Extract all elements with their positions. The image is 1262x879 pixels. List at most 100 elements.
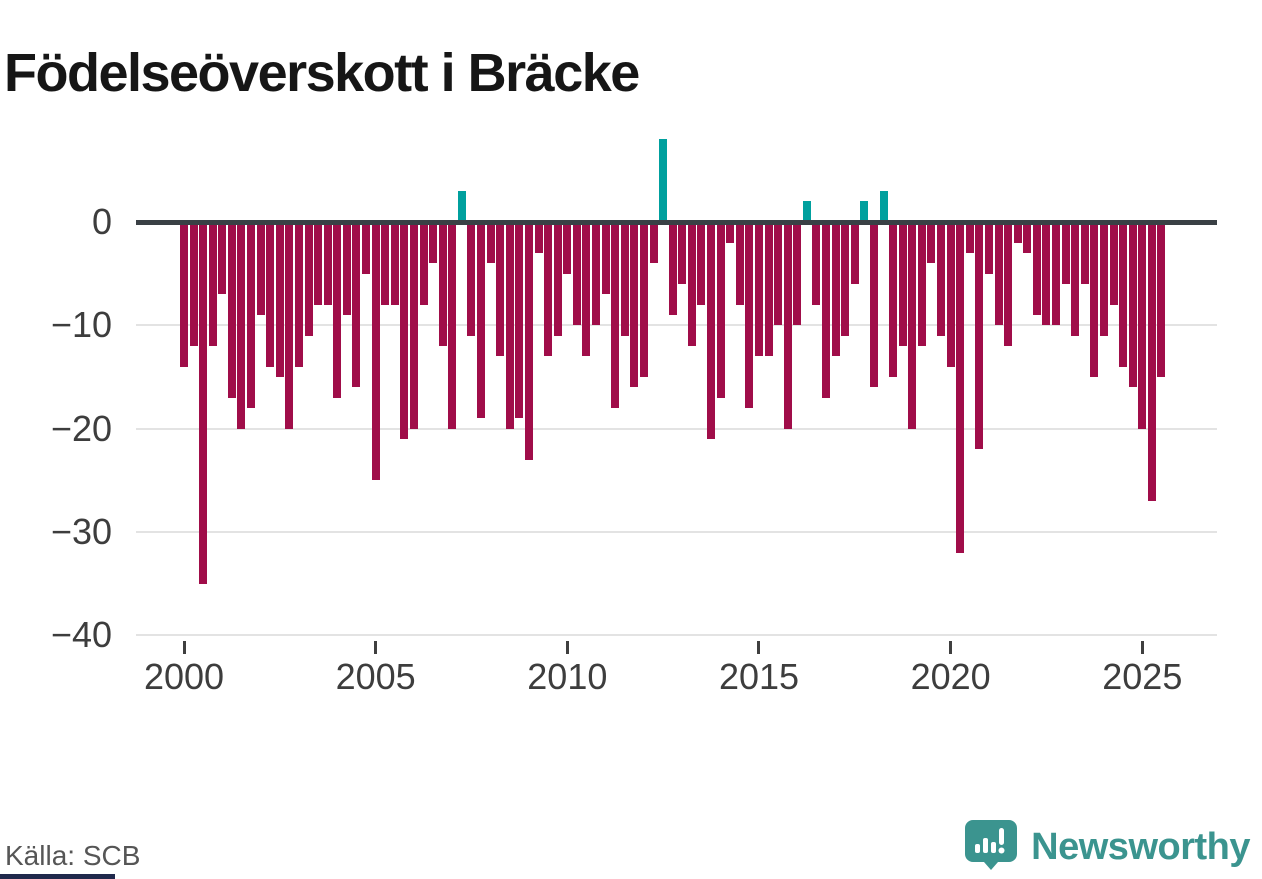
bar-2001-Q3 [237,222,246,429]
x-axis-label-2000: 2000 [143,656,225,697]
bar-2001-Q1 [218,222,227,295]
x-axis-tick-2005 [374,641,378,654]
bar-2025-Q1 [1138,222,1147,429]
x-axis-label-2015: 2015 [718,656,800,697]
x-axis-tick-2020 [949,641,953,654]
bar-2008-Q4 [515,222,524,419]
bar-2018-Q4 [898,222,907,346]
bar-2001-Q4 [247,222,256,408]
bar-2023-Q4 [1090,222,1099,377]
newsworthy-branding: Newsworthy [965,820,1250,875]
newsworthy-bubble-chart-icon [965,820,1018,875]
bar-2017-Q2 [841,222,850,336]
bar-2019-Q4 [937,222,946,336]
bar-2012-Q2 [649,222,658,264]
bar-2004-Q4 [362,222,371,274]
bar-2018-Q2 [879,191,888,222]
bar-2010-Q2 [572,222,581,326]
y-axis-label-0: 0 [91,201,112,242]
bar-2007-Q4 [477,222,486,419]
bar-2002-Q1 [256,222,265,315]
bar-2009-Q1 [524,222,533,460]
bar-2002-Q4 [285,222,294,429]
bar-2017-Q3 [850,222,859,284]
x-axis-label-2025: 2025 [1102,656,1183,697]
bar-2014-Q1 [716,222,725,398]
bar-2000-Q1 [180,222,188,367]
bar-2022-Q1 [1023,222,1032,253]
bar-2023-Q3 [1080,222,1089,284]
bar-2021-Q4 [1013,222,1022,243]
bar-2009-Q2 [534,222,543,253]
bar-2009-Q3 [544,222,553,357]
bar-2007-Q1 [448,222,457,429]
bar-2008-Q3 [505,222,514,429]
bar-2008-Q2 [496,222,505,357]
bar-2021-Q1 [984,222,993,274]
bar-2008-Q1 [486,222,495,264]
bar-2009-Q4 [553,222,562,336]
footer-accent-bar [0,874,115,879]
bar-2024-Q2 [1109,222,1118,305]
bar-2004-Q1 [333,222,342,398]
bar-2022-Q4 [1052,222,1061,326]
bar-2019-Q2 [917,222,926,346]
bar-2003-Q1 [294,222,303,367]
bar-2004-Q2 [342,222,351,315]
bar-2007-Q2 [457,191,466,222]
bar-2006-Q4 [438,222,447,346]
bar-2013-Q4 [707,222,716,439]
bar-2011-Q2 [611,222,620,408]
x-axis-label-2005: 2005 [335,656,416,697]
bar-2006-Q3 [429,222,438,264]
gridline--30 [136,530,1217,533]
bar-2018-Q1 [869,222,878,388]
bar-2005-Q4 [400,222,409,439]
source-note: Källa: SCB [5,840,141,871]
bar-2014-Q3 [735,222,744,305]
bar-2005-Q3 [390,222,399,305]
bar-2021-Q2 [994,222,1003,326]
bar-2010-Q1 [563,222,572,274]
bar-2022-Q2 [1032,222,1041,315]
bar-2001-Q2 [227,222,236,398]
bar-2018-Q3 [889,222,898,377]
y-axis-label--20: −20 [50,407,112,449]
bar-2014-Q2 [726,222,735,243]
y-axis-label--30: −30 [50,510,112,552]
bar-2000-Q4 [208,222,217,346]
bar-2000-Q2 [189,222,198,346]
bar-2012-Q4 [668,222,677,315]
bar-2016-Q4 [822,222,831,398]
bar-2011-Q1 [601,222,610,295]
x-axis-tick-2010 [565,641,569,654]
bar-2015-Q1 [754,222,763,357]
bar-2011-Q4 [630,222,639,388]
bar-2016-Q2 [802,201,811,222]
bar-2012-Q1 [639,222,648,377]
bar-2013-Q1 [678,222,687,284]
bar-2020-Q2 [956,222,965,553]
bar-2024-Q4 [1128,222,1137,388]
bar-2023-Q1 [1061,222,1070,284]
bar-2019-Q1 [908,222,917,429]
bar-2010-Q3 [582,222,591,357]
bar-2002-Q3 [275,222,284,377]
bar-2025-Q2 [1147,222,1156,501]
bar-2003-Q4 [323,222,332,305]
x-axis-label-2020: 2020 [910,656,991,697]
x-axis-tick-2025 [1140,641,1144,654]
bar-2004-Q3 [352,222,361,388]
bar-2019-Q3 [927,222,936,264]
bar-2024-Q3 [1119,222,1128,367]
bar-2015-Q4 [783,222,792,429]
zero-axis-line [136,219,1217,225]
bar-2003-Q2 [304,222,313,336]
bar-2015-Q3 [774,222,783,326]
bar-2023-Q2 [1071,222,1080,336]
bar-2020-Q3 [965,222,974,253]
bar-2016-Q1 [793,222,802,326]
gridline--10 [136,324,1217,327]
bar-2021-Q3 [1004,222,1013,346]
